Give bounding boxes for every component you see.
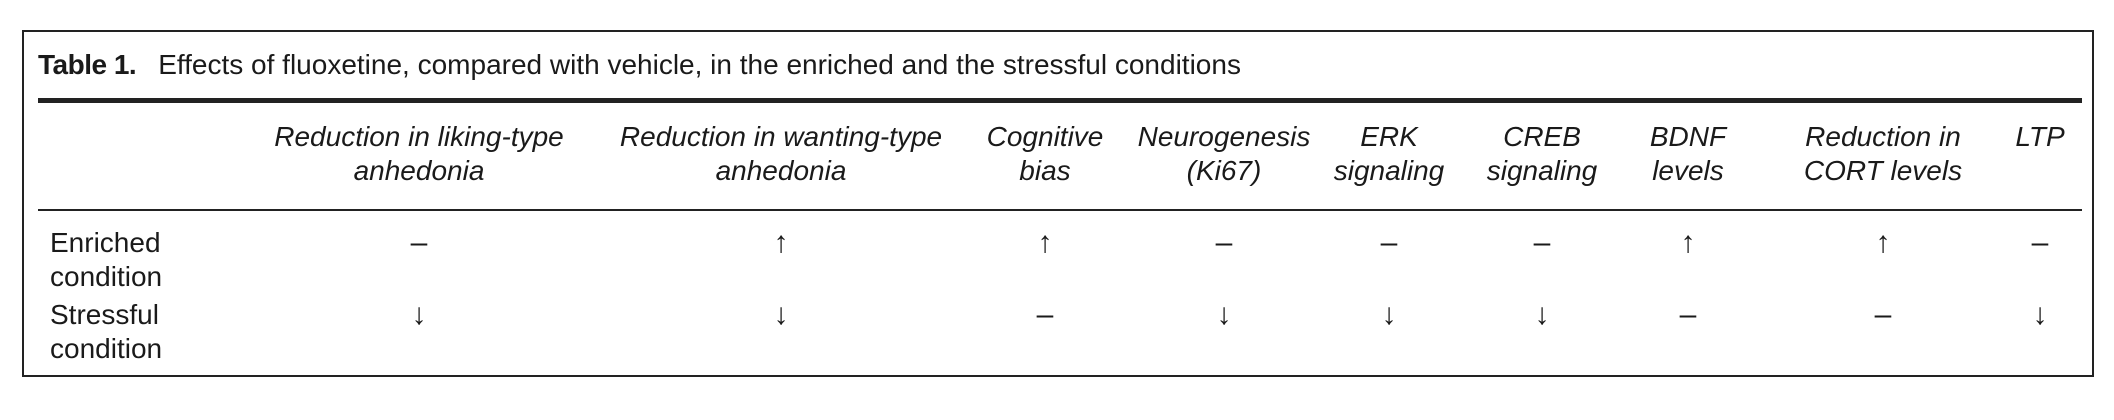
table-cell: – — [2031, 226, 2049, 259]
table-cell: ↓ — [1381, 298, 1397, 331]
row-label-enriched: Enriched condition — [50, 227, 163, 292]
table-cell: – — [1036, 298, 1054, 331]
table-cell: – — [1679, 298, 1697, 331]
table-cell: – — [1874, 298, 1892, 331]
table-cell: ↑ — [773, 226, 789, 259]
column-header-bdnf-levels: BDNF levels — [1649, 121, 1727, 186]
row-label-stressful: Stressful condition — [50, 299, 163, 364]
column-header-wanting-anhedonia: Reduction in wanting-type anhedonia — [619, 121, 943, 186]
column-header-cort-levels: Reduction in CORT levels — [1803, 121, 1963, 186]
table-cell: ↓ — [1216, 298, 1232, 331]
column-header-neurogenesis: Neurogenesis (Ki67) — [1137, 121, 1311, 186]
table-cell: ↓ — [1534, 298, 1550, 331]
column-header-liking-anhedonia: Reduction in liking-type anhedonia — [274, 121, 564, 186]
column-header-ltp: LTP — [2015, 121, 2065, 152]
table-label: Table 1. — [38, 49, 137, 80]
header-rule-top — [38, 98, 2082, 103]
results-table: Table 1. Effects of fluoxetine, compared … — [22, 30, 2094, 377]
table-cell: ↑ — [1037, 226, 1053, 259]
header-rule-bottom — [38, 209, 2082, 211]
column-header-creb-signaling: CREB signaling — [1486, 121, 1598, 186]
table-cell: – — [1215, 226, 1233, 259]
table-cell: ↑ — [1875, 226, 1891, 259]
column-header-cognitive-bias: Cognitive bias — [986, 121, 1104, 186]
table-cell: ↑ — [1680, 226, 1696, 259]
table-cell: – — [1533, 226, 1551, 259]
table-cell: – — [1380, 226, 1398, 259]
table-cell: ↓ — [2032, 298, 2048, 331]
table-title: Effects of fluoxetine, compared with veh… — [158, 49, 1241, 80]
table-cell: ↓ — [411, 298, 427, 331]
table-caption: Table 1. Effects of fluoxetine, compared … — [38, 48, 1241, 82]
column-header-erk-signaling: ERK signaling — [1333, 121, 1445, 186]
table-cell: – — [410, 226, 428, 259]
table-cell: ↓ — [773, 298, 789, 331]
